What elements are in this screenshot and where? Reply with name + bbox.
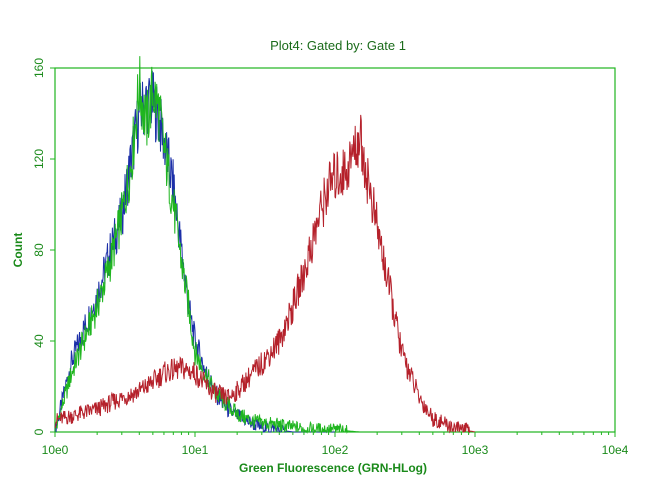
x-tick-label: 10e3 [462,443,489,457]
y-tick-label: 40 [32,334,46,348]
chart-title: Plot4: Gated by: Gate 1 [270,38,406,53]
y-tick-label: 120 [32,149,46,169]
series-layer [54,56,476,434]
x-axis-label: Green Fluorescence (GRN-HLog) [239,461,427,475]
x-tick-label: 10e1 [182,443,209,457]
y-tick-label: 80 [32,243,46,257]
y-tick-label: 160 [32,58,46,78]
x-tick-label: 10e2 [322,443,349,457]
x-axis-ticks: 10e0 10e1 10e2 10e3 10e4 [42,432,629,457]
y-axis-ticks: 0 40 80 120 160 [32,58,55,435]
series-line [54,70,335,433]
series-line [54,114,476,434]
x-tick-label: 10e4 [602,443,629,457]
y-axis-label: Count [11,233,25,268]
x-tick-label: 10e0 [42,443,69,457]
y-tick-label: 0 [32,428,46,435]
plot-frame [54,67,616,433]
